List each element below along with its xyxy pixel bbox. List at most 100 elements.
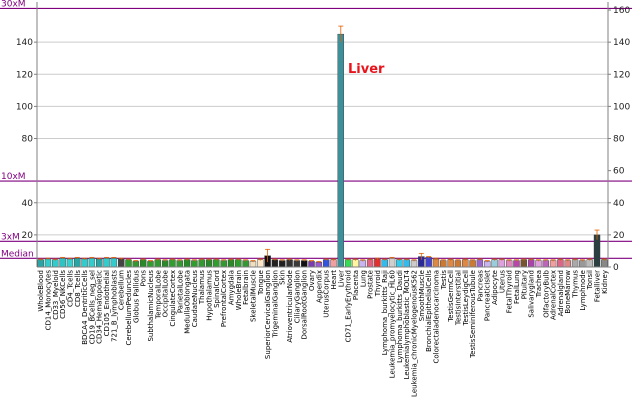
category-label: 721_B_lymphoblasts [110, 270, 118, 342]
category-label: Heart [330, 270, 338, 290]
left-tick-label: 20 [22, 231, 34, 241]
bar [286, 259, 293, 268]
category-label: Hypothalamus [206, 270, 214, 321]
reference-lines: 30xM 10xM 3xM Median [0, 0, 632, 259]
category-label: Leukemialymphoblastic_MOLT4 [403, 269, 411, 379]
category-label: CiliaryGanglion [293, 270, 301, 323]
category-label: Prostate [367, 270, 375, 299]
right-tick-label: 60 [613, 167, 625, 177]
ref-line-label: Median [1, 249, 34, 259]
bar [498, 259, 506, 268]
category-label: Adipocyte [491, 270, 499, 305]
error-bars [38, 25, 607, 263]
bar [308, 261, 315, 268]
category-label: BDCA4_DentriticCells [81, 270, 89, 345]
bar [235, 259, 242, 268]
category-label: Salivarygland [528, 270, 536, 318]
category-label: BronchialEpithelialCells [425, 270, 433, 352]
bar [564, 260, 571, 268]
bar [183, 259, 191, 268]
category-label: PrefrontalCortex [220, 270, 228, 327]
left-tick-label: 120 [16, 70, 33, 80]
bar [425, 257, 432, 268]
right-tick-label: 100 [613, 102, 630, 112]
bar [527, 259, 535, 268]
category-label: DorsalRootGanglion [301, 270, 309, 340]
category-label: UterusCorpus [323, 270, 331, 318]
bar [242, 260, 249, 268]
category-label: FetalLung [513, 270, 521, 304]
bar [513, 260, 520, 268]
category-label: Cerebellum [118, 270, 126, 310]
bar [169, 259, 176, 268]
category-label: Appendix [315, 270, 323, 303]
category-label: Leukemia_chronicMyelogenousK562 [411, 270, 419, 397]
category-label: CD33_Myeloid [52, 270, 60, 320]
category-label: SubthalamicNucleus [147, 270, 155, 342]
right-tick-label: 0 [613, 263, 619, 273]
bar [403, 259, 410, 268]
bar [505, 260, 513, 268]
bar [410, 260, 418, 268]
left-tick-label: 140 [16, 38, 33, 48]
category-label: TrigeminalGanglion [271, 270, 279, 338]
category-label: Lung [359, 270, 367, 287]
bar [198, 259, 205, 268]
right-tick-label: 140 [613, 38, 630, 48]
category-label: Ovary [308, 270, 316, 291]
bar [352, 259, 359, 268]
category-label: Lymphoma_burkitts_Raji [381, 270, 389, 355]
category-label: Lymphnode [579, 270, 587, 311]
bar [249, 261, 257, 268]
left-tick-label: 40 [22, 199, 34, 209]
category-label: FetalThyroid [506, 270, 514, 313]
category-label: Globus Pallidus [132, 270, 140, 323]
category-label: AdrenalCortex [550, 270, 558, 320]
category-label: Thymus [572, 270, 580, 299]
category-label: BoneMarrow [564, 270, 572, 314]
category-label: AtrioventricularNode [286, 270, 294, 343]
category-label: Lymphoma_burkitts_Daudi [396, 270, 404, 363]
category-label: Pituitary [520, 270, 528, 299]
category-label: Amygdala [227, 270, 235, 305]
bar [74, 257, 81, 268]
gridlines [37, 41, 608, 236]
right-tick-label: 40 [613, 199, 625, 209]
category-label: CD34_Hematopoietic [96, 270, 104, 344]
bar [205, 259, 213, 268]
category-label: Colorectaladenocarcinoma [432, 270, 440, 364]
bar [535, 260, 542, 268]
bar [257, 259, 264, 268]
category-label: Testis [440, 270, 448, 291]
category-label: ParietalLobe [176, 270, 184, 313]
bar [191, 260, 198, 268]
category-label: Kidney [601, 270, 609, 294]
bar [322, 259, 330, 268]
bar [44, 258, 52, 268]
category-label: TemporalLobe [154, 270, 162, 320]
bar [432, 258, 440, 268]
category-label: Trachea [535, 270, 543, 298]
bar [176, 260, 183, 268]
bar [279, 260, 286, 268]
bar [300, 260, 308, 268]
category-label: OccipitalLobe [162, 270, 170, 317]
bar [601, 259, 608, 268]
bar [586, 259, 593, 268]
bar [359, 260, 366, 268]
category-label: Uterus [498, 270, 506, 293]
bar [579, 260, 586, 268]
category-label: CD19_BCells_neg_sel [88, 270, 96, 344]
bar [81, 258, 88, 268]
ref-line-label: 30xM [1, 0, 26, 9]
bar [213, 259, 220, 268]
bar [96, 258, 103, 268]
bar [491, 259, 498, 268]
category-label: PancreaticIslet [484, 270, 492, 321]
bar [571, 259, 579, 268]
category-label: Tonsil [586, 270, 594, 290]
category-label: SuperiorCervicalGanglion [264, 270, 272, 359]
ref-line-label: 3xM [1, 232, 20, 242]
bar [125, 259, 132, 268]
